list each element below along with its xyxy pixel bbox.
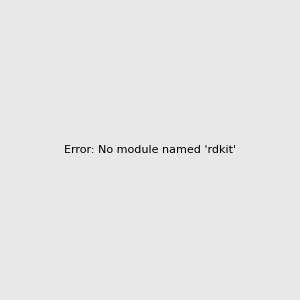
Text: Error: No module named 'rdkit': Error: No module named 'rdkit' <box>64 145 236 155</box>
